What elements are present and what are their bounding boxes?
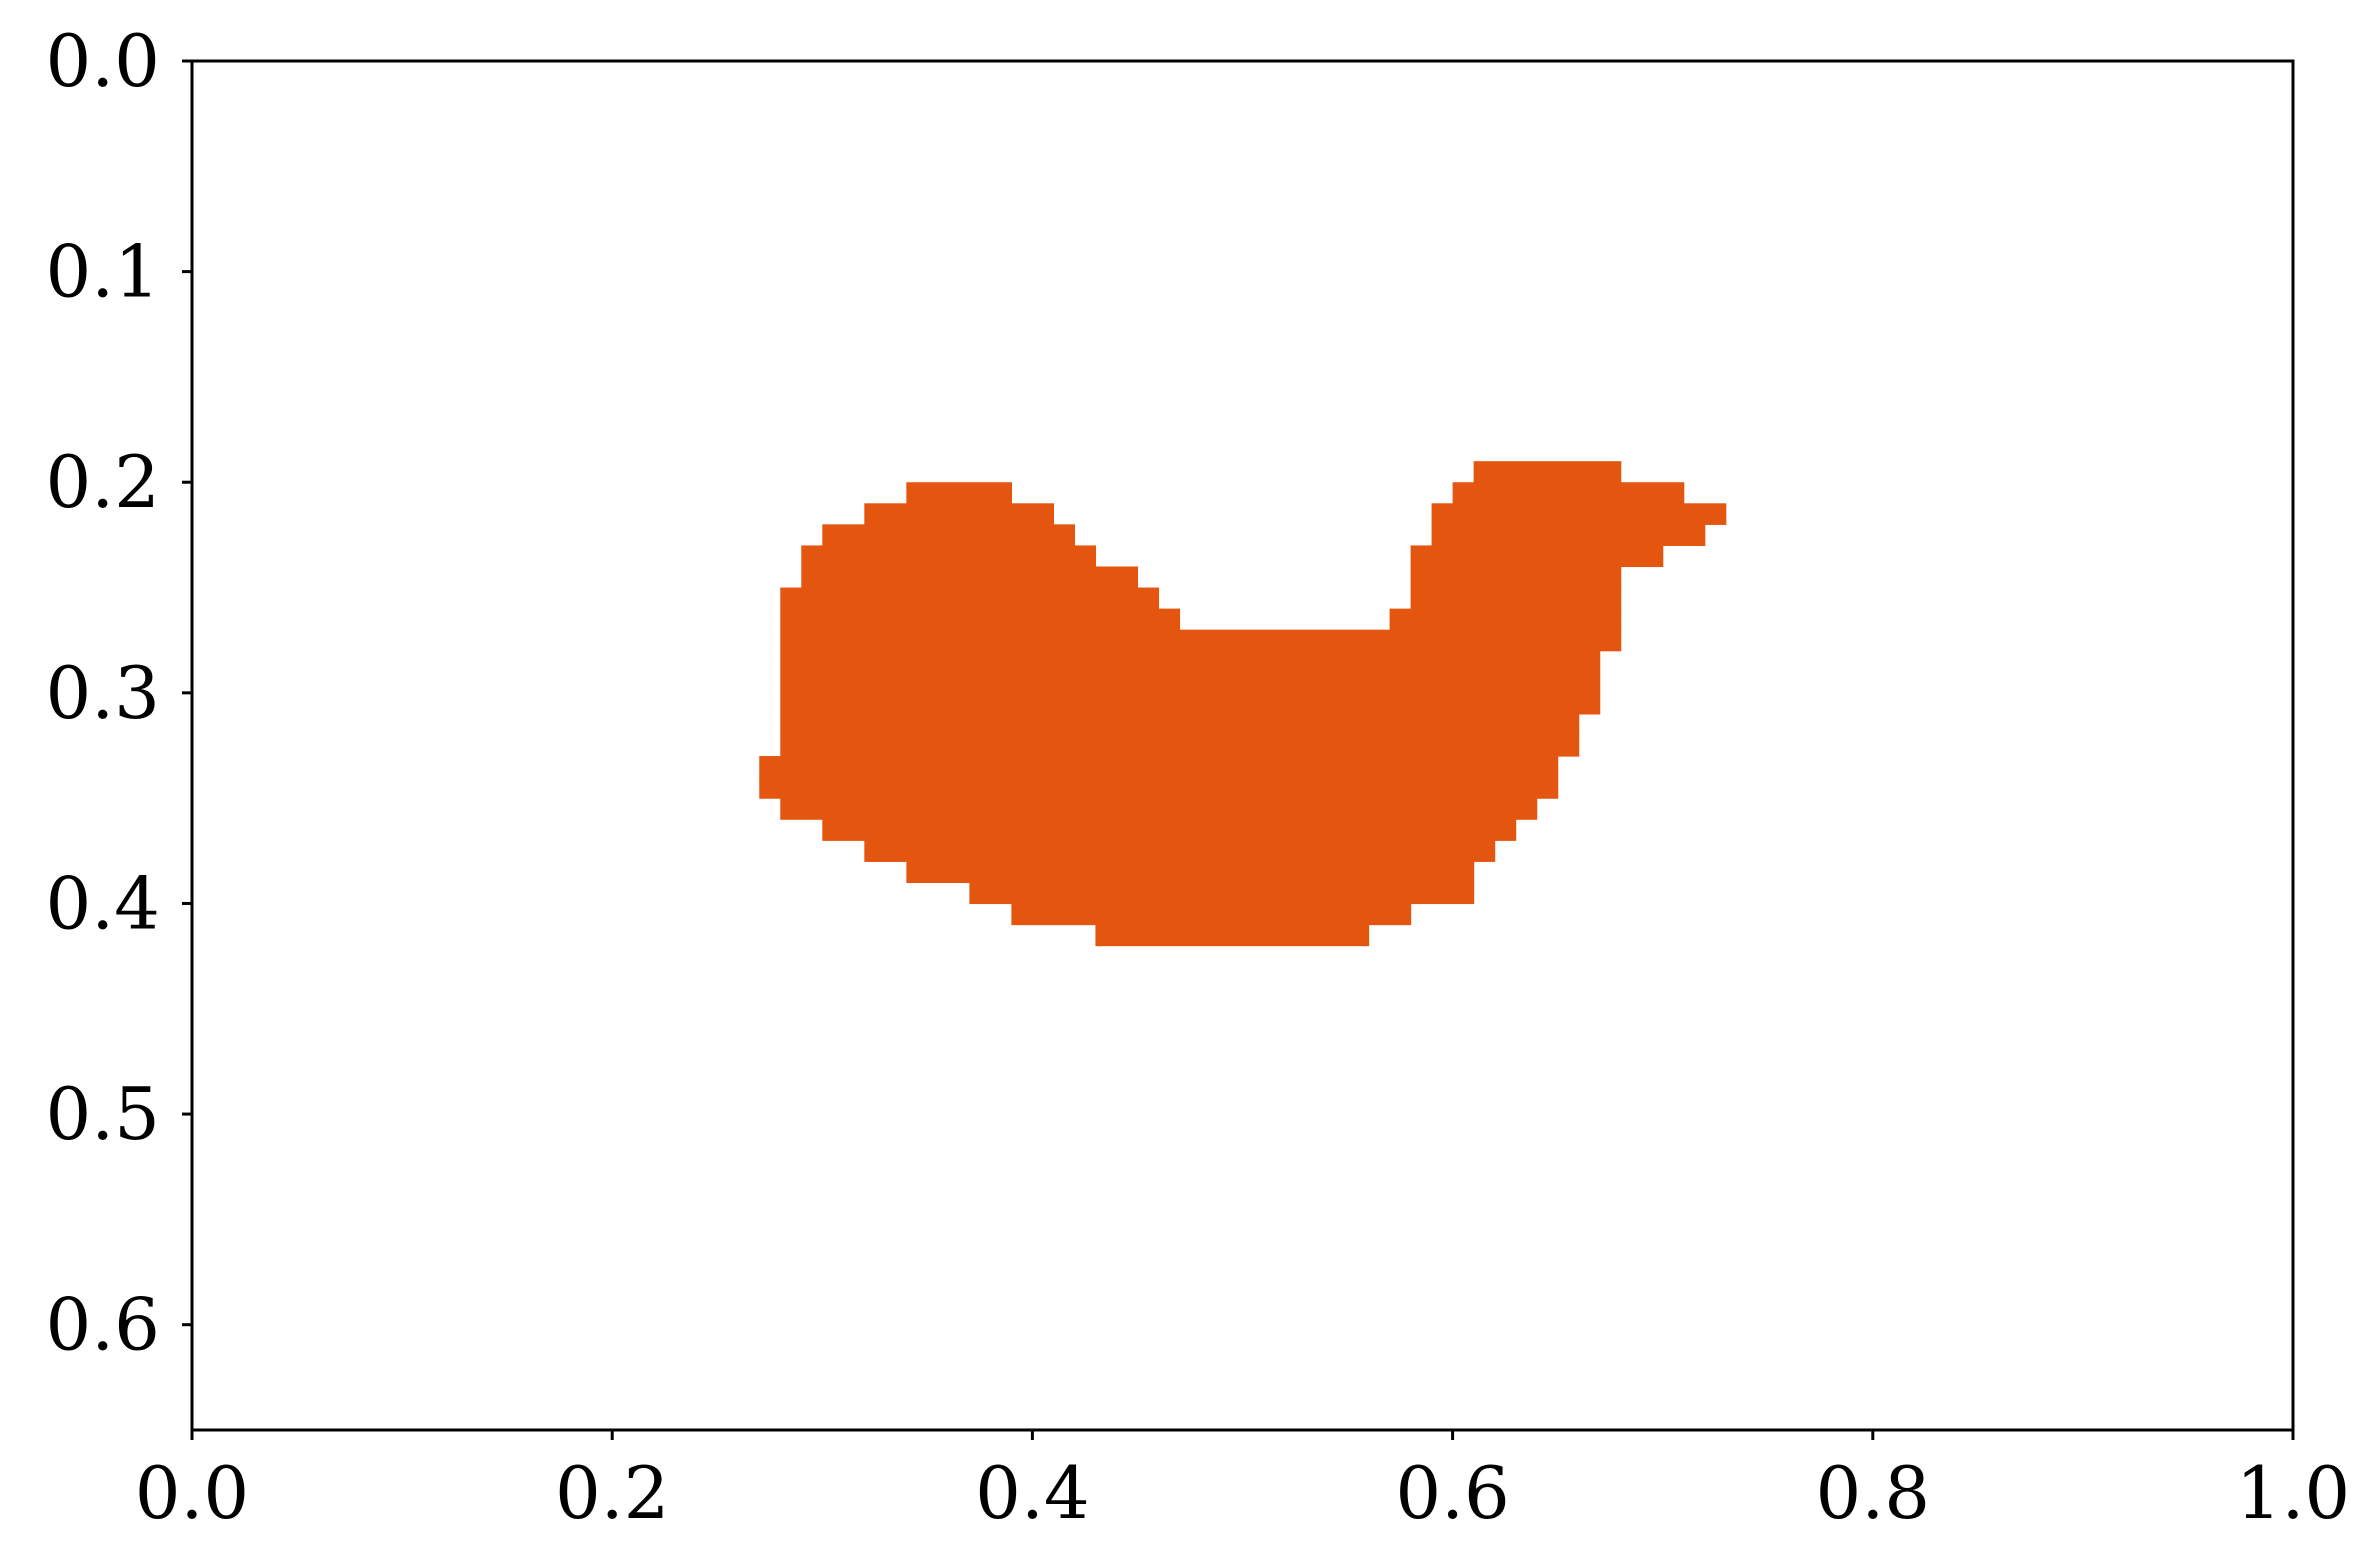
mask-cell-row-16-span-0 [780, 798, 1538, 820]
mask-cell-row-7-span-1 [1389, 608, 1622, 631]
mask-cell-row-1-span-0 [906, 482, 1012, 504]
mask-cell-row-15-span-0 [759, 777, 1559, 799]
y-tick-label-6: 0.6 [45, 1283, 160, 1367]
y-axis: 0.0 0.1 0.2 0.3 0.4 0.5 0.6 [45, 19, 192, 1367]
mask-cell-row-13-span-0 [780, 734, 1580, 757]
x-tick-label-5: 1.0 [2236, 1451, 2351, 1535]
x-tick-label-1: 0.2 [555, 1451, 670, 1535]
mask-cell-row-1-span-1 [1452, 482, 1685, 504]
x-tick-label-2: 0.4 [975, 1451, 1090, 1535]
mask-cell-row-22-span-0 [1095, 924, 1370, 947]
mask-cell-row-4-span-1 [1410, 545, 1664, 568]
mask-cell-row-8-span-0 [780, 629, 1622, 652]
mask-cell-row-6-span-1 [1410, 587, 1622, 610]
y-tick-label-4: 0.4 [45, 861, 160, 945]
mask-cell-row-21-span-0 [1011, 903, 1412, 926]
mask-cell-row-5-span-0 [801, 566, 1139, 589]
mask-cell-row-3-span-1 [1431, 524, 1706, 547]
mask-cell-row-10-span-0 [780, 671, 1601, 694]
mask-cell-row-4-span-0 [801, 545, 1097, 568]
mask-cell-row-7-span-0 [780, 608, 1181, 631]
x-tick-label-0: 0.0 [135, 1451, 250, 1535]
y-tick-label-5: 0.5 [45, 1072, 160, 1156]
y-tick-label-2: 0.2 [45, 440, 160, 524]
mask-cell-row-2-span-1 [1431, 503, 1727, 525]
x-tick-label-3: 0.6 [1395, 1451, 1510, 1535]
mask-cell-row-2-span-0 [864, 503, 1055, 525]
x-tick-label-4: 0.8 [1816, 1451, 1931, 1535]
mask-cell-row-18-span-0 [864, 840, 1496, 862]
mask-cell-row-9-span-0 [780, 650, 1601, 673]
mask-cell-row-17-span-0 [822, 819, 1517, 841]
y-tick-label-1: 0.1 [45, 230, 160, 314]
mask-cell-row-12-span-0 [780, 713, 1580, 736]
mask-cell-row-5-span-1 [1410, 566, 1622, 589]
x-axis: 0.0 0.2 0.4 0.6 0.8 1.0 [135, 1430, 2351, 1535]
mask-cell-row-14-span-0 [759, 756, 1559, 778]
mask-cell-row-11-span-0 [780, 692, 1601, 715]
y-tick-label-0: 0.0 [45, 19, 160, 103]
mask-cell-row-6-span-0 [780, 587, 1160, 610]
mask-cell-row-19-span-0 [906, 861, 1475, 883]
axes-frame [190, 59, 2295, 1432]
y-tick-label-3: 0.3 [45, 651, 160, 735]
mask-cell-row-20-span-0 [969, 882, 1475, 905]
mask-cell-row-0-span-0 [1473, 461, 1622, 483]
mask-cell-row-3-span-0 [822, 524, 1076, 547]
mask-cells [759, 461, 1727, 947]
